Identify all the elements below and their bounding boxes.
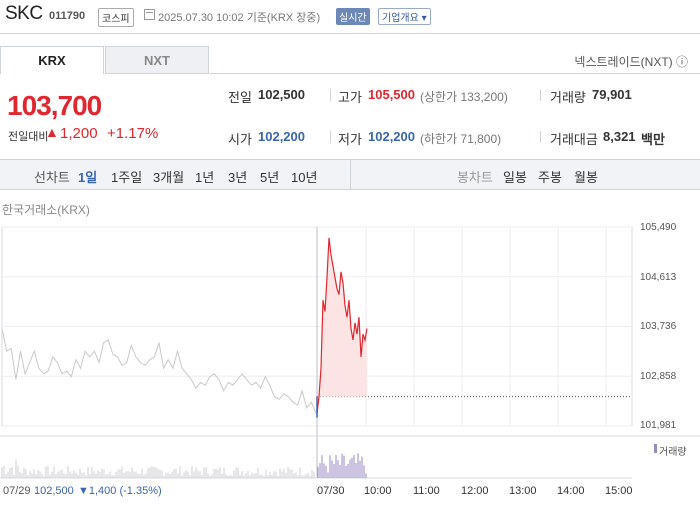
line-chart-label: 선차트 [34, 170, 70, 185]
change-percent: +1.17% [107, 125, 159, 142]
tab-candle-monthly[interactable]: 월봉 [574, 170, 598, 185]
x-tick-label: 10:00 [364, 485, 392, 497]
change-value: 1,200 [60, 125, 98, 142]
tab-period-1w[interactable]: 1주일 [111, 170, 143, 185]
prev-day-close: 102,500 [34, 485, 74, 497]
trading-value-label: 거래대금 [550, 132, 598, 147]
tab-divider [210, 73, 700, 74]
market-badge: 코스피 [98, 8, 134, 27]
upper-limit: (상한가 133,200) [420, 90, 508, 104]
x-tick-label: 14:00 [557, 485, 585, 497]
today-fill-area [317, 237, 367, 414]
volume-value: 79,901 [592, 87, 632, 102]
header-bar [0, 0, 700, 34]
realtime-button[interactable]: 실시간 [336, 8, 370, 25]
tab-period-1d[interactable]: 1일 [78, 170, 98, 185]
y-tick-label: 105,490 [640, 222, 677, 233]
x-tick-label: 15:00 [605, 485, 633, 497]
prev-day-change: ▼1,400 (-1.35%) [78, 485, 162, 497]
stock-code: 011790 [49, 10, 86, 22]
prev-close-value: 102,500 [258, 87, 305, 102]
today-price-line [316, 237, 368, 414]
divider [330, 89, 331, 101]
y-tick-label: 101,981 [640, 420, 677, 431]
stock-name: SKC [5, 3, 43, 24]
y-tick-label: 104,613 [640, 272, 677, 283]
y-tick-label: 102,858 [640, 371, 677, 382]
tab-period-10y[interactable]: 10년 [291, 170, 318, 185]
lower-limit: (하한가 71,800) [420, 132, 502, 146]
nextrade-link[interactable]: 넥스트레이드(NXT) ⓘ [574, 55, 688, 69]
divider [330, 131, 331, 143]
low-label: 저가 [338, 132, 362, 147]
up-arrow-icon: ▲ [45, 124, 59, 140]
open-label: 시가 [228, 132, 252, 147]
current-price: 103,700 [7, 90, 102, 121]
divider [350, 159, 351, 190]
tab-period-3y[interactable]: 3년 [228, 170, 248, 185]
prev-close-label: 전일 [228, 90, 252, 105]
open-value: 102,200 [258, 129, 305, 144]
tab-period-3m[interactable]: 3개월 [153, 170, 185, 185]
volume-label: 거래량 [550, 90, 586, 105]
tab-krx[interactable]: KRX [0, 46, 104, 74]
x-tick-label: 12:00 [461, 485, 489, 497]
tab-candle-daily[interactable]: 일봉 [503, 170, 527, 185]
exchange-label: 한국거래소(KRX) [2, 203, 90, 217]
prev-day-date: 07/29 [3, 485, 31, 497]
high-label: 고가 [338, 90, 362, 105]
tab-nxt[interactable]: NXT [105, 46, 209, 74]
timestamp: 2025.07.30 10:02 기준(KRX 장중) [158, 12, 321, 24]
low-value: 102,200 [368, 129, 415, 144]
x-tick-label: 13:00 [509, 485, 537, 497]
change-label: 전일대비 [8, 131, 49, 143]
tab-candle-weekly[interactable]: 주봉 [538, 170, 562, 185]
divider [540, 89, 541, 101]
high-value: 105,500 [368, 87, 415, 102]
prev-day-line [1, 328, 317, 414]
trading-value-unit: 백만 [641, 132, 665, 147]
tab-period-1y[interactable]: 1년 [195, 170, 215, 185]
y-tick-label: 103,736 [640, 321, 677, 332]
calendar-icon [144, 9, 155, 20]
company-overview-dropdown[interactable]: 기업개요 ▾ [378, 8, 431, 25]
candle-chart-label: 봉차트 [457, 170, 493, 185]
x-tick-label: 07/30 [317, 485, 345, 497]
tab-period-5y[interactable]: 5년 [260, 170, 280, 185]
x-tick-label: 11:00 [413, 485, 440, 497]
volume-legend-swatch [654, 444, 657, 453]
volume-legend-label: 거래량 [659, 447, 687, 458]
divider [540, 131, 541, 143]
trading-value: 8,321 [603, 129, 636, 144]
